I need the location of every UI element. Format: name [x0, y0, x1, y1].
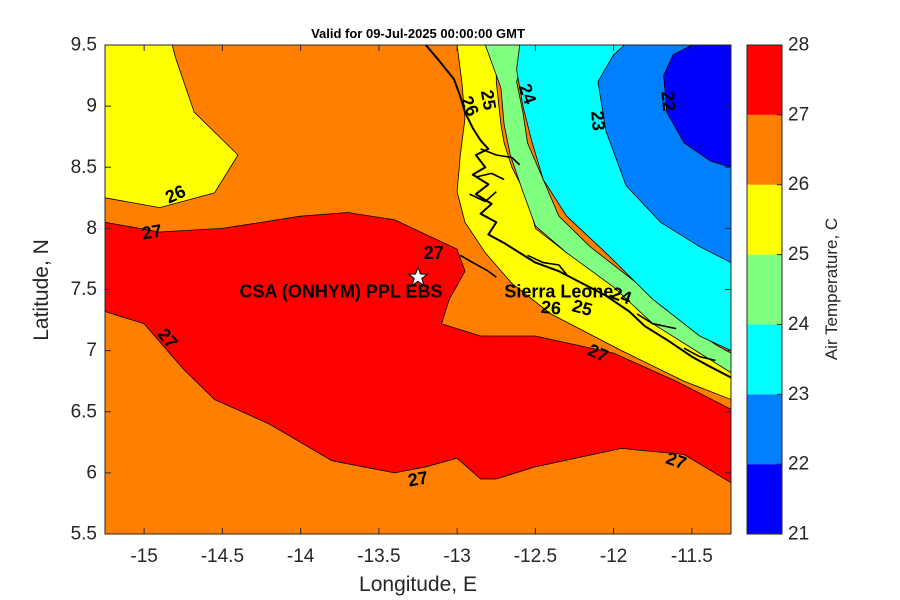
y-tick-label: 7	[86, 340, 97, 361]
y-tick-label: 8.5	[71, 157, 97, 178]
x-tick-label: -14	[287, 546, 315, 567]
temperature-regions	[105, 45, 731, 534]
x-tick-label: -15	[130, 546, 157, 567]
y-axis-ticks: 5.5 6 6.5 7 7.5 8 8.5 9 9.5	[71, 35, 731, 545]
x-axis-label: Longitude, E	[359, 573, 477, 596]
river-line	[480, 148, 521, 166]
temperature-region-27-28	[105, 212, 731, 484]
y-tick-label: 9	[86, 96, 97, 117]
colorbar-swatch-23-24	[747, 324, 782, 395]
river-line	[469, 191, 497, 203]
colorbar-swatch-21-22	[747, 464, 782, 534]
x-axis-ticks: -15 -14.5 -14 -13.5 -13 -12.5 -12 -11.5	[130, 45, 713, 567]
contour-label: 26	[540, 297, 562, 319]
colorbar-tick-label: 27	[788, 104, 809, 125]
station-layer: CSA (ONHYM) PPL EBS Sierra Leone	[239, 265, 613, 301]
colorbar-label: Air Temperature, C	[822, 218, 841, 360]
x-tick-label: -12	[600, 546, 627, 567]
colorbar-tick-label: 21	[788, 524, 809, 545]
contour-label: 27	[140, 220, 163, 243]
x-tick-label: -14.5	[201, 546, 244, 567]
colorbar-tick-label: 26	[788, 174, 809, 195]
x-tick-label: -13	[443, 546, 470, 567]
river-line	[459, 254, 497, 278]
contour-label: 22	[658, 90, 680, 112]
contour-label: 25	[477, 88, 500, 111]
colorbar-tick-label: 22	[788, 454, 809, 475]
colorbar-tick-label: 28	[788, 35, 809, 56]
river-line	[683, 347, 716, 362]
river-line	[636, 313, 677, 330]
chart-title: Valid for 09-Jul-2025 00:00:00 GMT	[311, 26, 525, 41]
colorbar-swatch-27-28	[747, 45, 782, 115]
colorbar-tick-label: 25	[788, 244, 809, 265]
y-tick-label: 5.5	[71, 524, 97, 545]
y-tick-label: 6.5	[71, 401, 97, 422]
colorbar-tick-label: 23	[788, 384, 809, 405]
river-line	[527, 254, 568, 276]
y-tick-label: 8	[86, 218, 97, 239]
x-tick-label: -13.5	[357, 546, 400, 567]
colorbar-swatch-26-27	[747, 114, 782, 185]
x-tick-label: -11.5	[671, 546, 713, 567]
colorbar-tick-label: 24	[788, 314, 810, 335]
contour-label: 25	[570, 296, 595, 321]
contour-label: 23	[587, 110, 609, 132]
coastline	[425, 45, 731, 379]
coastline-layer	[425, 45, 731, 379]
river-line	[475, 172, 505, 181]
y-axis-label: Latitude, N	[30, 239, 53, 341]
colorbar-swatch-25-26	[747, 184, 782, 255]
y-tick-label: 6	[86, 462, 97, 483]
colorbar: 21 22 23 24 25 26 27 28	[746, 35, 810, 545]
contour-label: 27	[424, 243, 444, 263]
x-tick-label: -12.5	[514, 546, 557, 567]
temperature-region-24-25	[484, 45, 731, 374]
contour-label: 27	[406, 467, 429, 490]
country-label: Sierra Leone	[504, 281, 613, 301]
y-tick-label: 7.5	[71, 279, 97, 300]
temperature-region-25-26	[105, 45, 239, 209]
colorbar-swatch-22-23	[747, 394, 782, 465]
y-tick-label: 9.5	[71, 35, 97, 56]
colorbar-frame	[746, 44, 783, 535]
temperature-region-21-22	[663, 45, 731, 168]
station-label: CSA (ONHYM) PPL EBS	[239, 281, 442, 301]
colorbar-swatch-24-25	[747, 254, 782, 325]
station-marker-star	[407, 265, 429, 287]
